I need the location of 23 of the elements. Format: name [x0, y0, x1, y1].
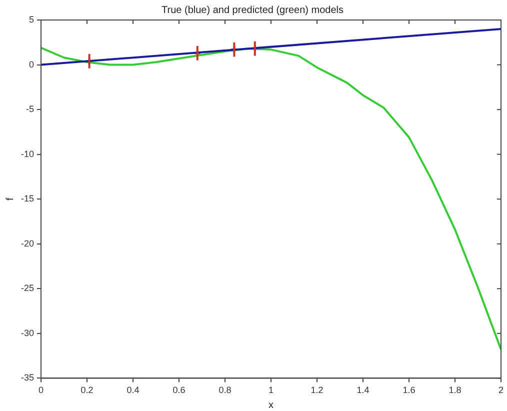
x-tick-label: 1.4: [356, 385, 370, 396]
y-tick-label: -15: [20, 194, 34, 204]
y-tick-label: -10: [20, 148, 34, 159]
chart-title: True (blue) and predicted (green) models: [162, 4, 344, 16]
x-tick-label: 0.4: [126, 385, 140, 396]
y-tick-label: -25: [20, 283, 34, 294]
x-tick-label: 1.2: [310, 385, 324, 396]
y-axis-title: f: [4, 197, 16, 200]
x-tick-label: 0.8: [218, 385, 232, 396]
x-tick-label: 0.6: [172, 385, 186, 396]
y-tick-label: -5: [26, 104, 34, 114]
x-axis-title: x: [268, 400, 274, 411]
x-tick-label: 2: [498, 385, 504, 396]
y-tick-label: -30: [20, 328, 34, 338]
y-tick-label: 5: [28, 14, 34, 24]
x-tick-label: 0: [38, 385, 44, 396]
y-tick-label: -35: [20, 372, 34, 383]
y-tick-label: 0: [28, 59, 34, 70]
x-tick-label: 0.2: [80, 385, 94, 396]
x-tick-label: 1.6: [402, 385, 416, 396]
x-tick-label: 1: [268, 385, 274, 396]
x-tick-label: 1.8: [448, 385, 462, 396]
y-tick-label: -20: [20, 238, 34, 248]
